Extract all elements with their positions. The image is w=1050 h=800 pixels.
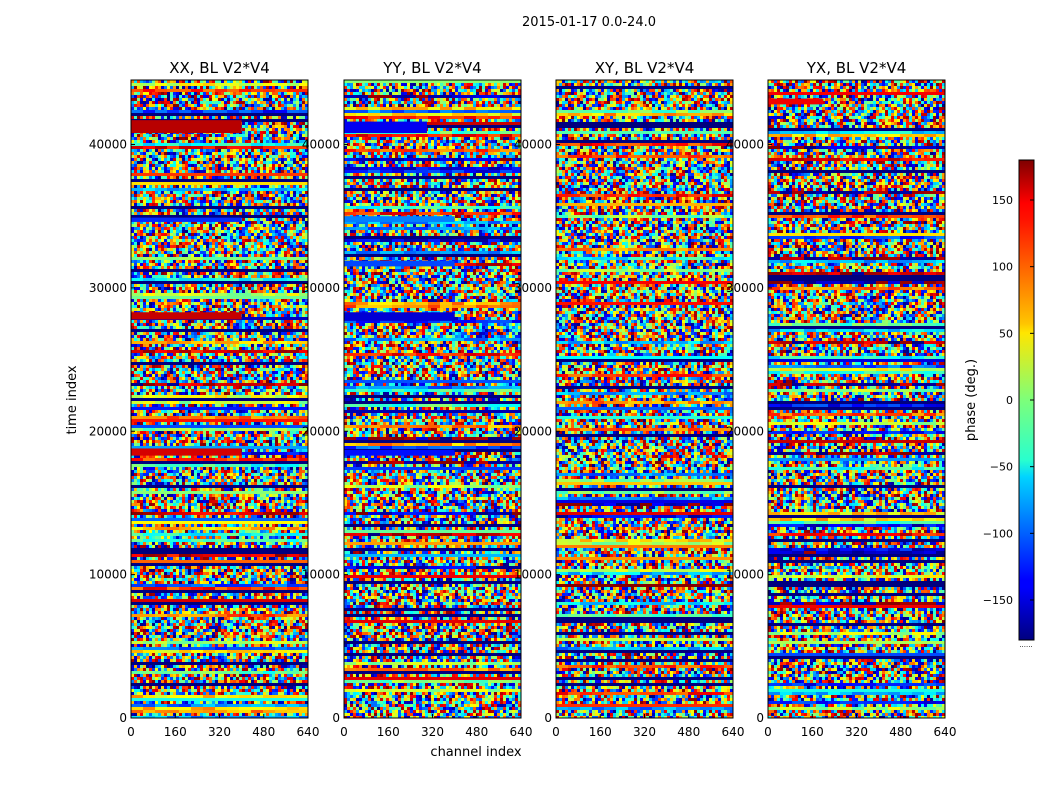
- y-tick-label: 0: [756, 711, 764, 725]
- y-axis-label: time index: [65, 365, 80, 434]
- y-tick-label: 10000: [726, 568, 764, 582]
- x-axis-label: channel index: [430, 745, 521, 760]
- figure-suptitle: 2015-01-17 0.0-24.0: [522, 15, 656, 30]
- y-tick-label: 30000: [302, 281, 340, 295]
- y-tick-label: 10000: [514, 568, 552, 582]
- colorbar-tick-label: 0: [1006, 394, 1013, 407]
- panel-1: XX, BL V2*V4 0 160 320 480 640 0 10000 20000 3000…: [89, 59, 320, 739]
- y-tick-label: 40000: [514, 138, 552, 152]
- x-tick-label: 640: [722, 725, 745, 739]
- x-tick-label: 320: [845, 725, 868, 739]
- phase-feature-1: [344, 121, 427, 134]
- phase-feature-2: [131, 312, 242, 320]
- colorbar-tick-label: 100: [992, 261, 1013, 274]
- colorbar: 150 100 50 0 −50 −100 −150 phase (deg.) ......: [964, 159, 1035, 649]
- y-tick-label: 0: [119, 711, 127, 725]
- colorbar-tick-label: 50: [999, 327, 1013, 340]
- y-tick-label: 0: [332, 711, 340, 725]
- phase-feature-5: [344, 449, 455, 456]
- phase-heatmap-image: [556, 80, 733, 718]
- panel-2: YY, BL V2*V4 0 160 320 480 640 0 10000 20000 3000…: [302, 59, 533, 739]
- y-tick-label: 40000: [89, 138, 127, 152]
- colorbar-tick-label: −100: [983, 527, 1013, 540]
- phase-heatmap-image: [768, 80, 945, 718]
- x-tick-label: 640: [934, 725, 957, 739]
- colorbar-ticks: 150 100 50 0 −50 −100 −150: [983, 194, 1034, 607]
- phase-feature-1: [131, 120, 242, 134]
- phase-feature-1: [768, 98, 824, 105]
- x-tick-label: 160: [164, 725, 187, 739]
- y-tick-label: 40000: [726, 138, 764, 152]
- phase-feature-4: [131, 217, 242, 222]
- x-tick-label: 0: [340, 725, 348, 739]
- panel-4: YX, BL V2*V4 0 160 320 480 640 0 10000 20000 3000…: [726, 59, 957, 739]
- colorbar-label: phase (deg.): [964, 359, 979, 441]
- phase-feature-3: [131, 448, 242, 456]
- x-tick-label: 160: [589, 725, 612, 739]
- phase-feature-4: [344, 260, 455, 267]
- panel-title: XX, BL V2*V4: [169, 59, 270, 77]
- x-tick-label: 640: [297, 725, 320, 739]
- y-tick-label: 20000: [726, 424, 764, 438]
- x-tick-label: 320: [208, 725, 231, 739]
- y-tick-label: 20000: [302, 424, 340, 438]
- colorbar-tick-label: −150: [983, 594, 1013, 607]
- x-tick-label: 480: [465, 725, 488, 739]
- phase-heatmap-image: [131, 80, 308, 718]
- x-tick-label: 0: [764, 725, 772, 739]
- x-tick-label: 480: [252, 725, 275, 739]
- panel-title: XY, BL V2*V4: [595, 59, 695, 77]
- x-tick-label: 160: [801, 725, 824, 739]
- colorbar-tick-label: −50: [990, 461, 1013, 474]
- x-tick-label: 480: [889, 725, 912, 739]
- panel-title: YY, BL V2*V4: [382, 59, 481, 77]
- x-tick-label: 320: [633, 725, 656, 739]
- panels-group: XX, BL V2*V4 0 160 320 480 640 0 10000 20000 3000…: [89, 59, 957, 739]
- y-tick-label: 20000: [514, 424, 552, 438]
- phase-heatmap-image: [344, 80, 521, 718]
- y-tick-label: 10000: [89, 568, 127, 582]
- panel-title: YX, BL V2*V4: [806, 59, 907, 77]
- y-tick-label: 30000: [89, 281, 127, 295]
- phase-feature-2: [344, 312, 455, 321]
- y-tick-label: 0: [544, 711, 552, 725]
- y-tick-label: 30000: [514, 281, 552, 295]
- x-tick-label: 480: [677, 725, 700, 739]
- y-tick-label: 40000: [302, 138, 340, 152]
- phase-feature-3: [344, 216, 455, 222]
- y-tick-label: 20000: [89, 424, 127, 438]
- x-tick-label: 0: [552, 725, 560, 739]
- x-tick-label: 160: [377, 725, 400, 739]
- panel-3: XY, BL V2*V4 0 160 320 480 640 0 10000 20000 3000…: [514, 59, 745, 739]
- y-tick-label: 10000: [302, 568, 340, 582]
- colorbar-under-mark: ......: [1019, 641, 1032, 649]
- y-tick-label: 30000: [726, 281, 764, 295]
- x-tick-label: 0: [127, 725, 135, 739]
- x-tick-label: 320: [421, 725, 444, 739]
- colorbar-tick-label: 150: [992, 194, 1013, 207]
- x-tick-label: 640: [510, 725, 533, 739]
